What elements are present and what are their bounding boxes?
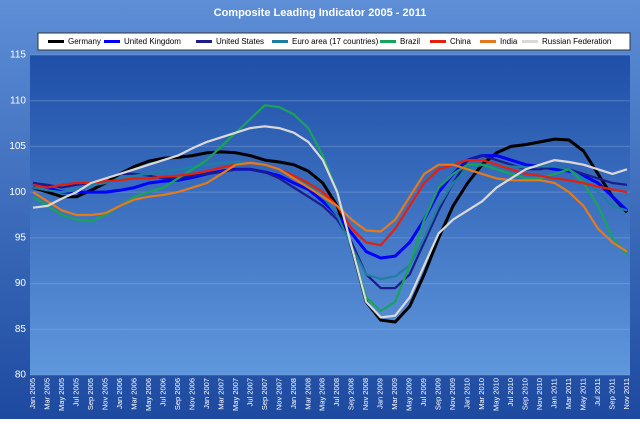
x-tick-label: May 2009: [405, 378, 414, 411]
x-tick-label: Jan 2005: [28, 378, 37, 409]
x-tick-label: Jul 2007: [245, 378, 254, 406]
legend-label: Brazil: [400, 37, 420, 46]
x-tick-label: Sep 2005: [86, 378, 95, 410]
x-tick-label: Mar 2005: [42, 378, 51, 410]
plot-area: [30, 55, 630, 375]
y-tick-label: 85: [15, 324, 27, 335]
x-tick-label: Jul 2010: [506, 378, 515, 406]
legend-label: China: [450, 37, 471, 46]
x-tick-label: Jan 2008: [289, 378, 298, 409]
x-tick-label: May 2010: [492, 378, 501, 411]
x-tick-label: Sep 2008: [347, 378, 356, 410]
y-tick-label: 95: [15, 232, 27, 243]
x-tick-label: May 2006: [144, 378, 153, 411]
x-tick-label: Jul 2009: [419, 378, 428, 406]
x-tick-label: Jan 2006: [115, 378, 124, 409]
x-tick-label: Nov 2011: [622, 378, 631, 410]
legend-label: Germany: [68, 37, 101, 46]
legend-label: India: [500, 37, 518, 46]
x-tick-label: Sep 2009: [434, 378, 443, 410]
x-tick-label: May 2011: [579, 378, 588, 410]
chart-title: Composite Leading Indicator 2005 - 2011: [214, 7, 427, 19]
x-tick-label: Jul 2006: [158, 378, 167, 406]
series-line: [32, 137, 629, 324]
legend-label: Euro area (17 countries): [292, 37, 379, 46]
x-tick-label: Jul 2005: [71, 378, 80, 406]
x-tick-label: Nov 2008: [361, 378, 370, 410]
legend: [37, 32, 631, 51]
legend-label: United Kingdom: [124, 37, 181, 46]
legend-label: United States: [216, 37, 264, 46]
series-line: [32, 154, 629, 260]
x-tick-label: Sep 2010: [521, 378, 530, 410]
series-line: [32, 160, 628, 281]
x-tick-label: Jan 2009: [376, 378, 385, 409]
x-tick-label: Jul 2008: [332, 378, 341, 406]
series-line: [32, 161, 628, 253]
x-tick-label: Sep 2011: [607, 378, 616, 410]
x-tick-label: May 2007: [231, 378, 240, 411]
y-tick-label: 100: [9, 187, 26, 198]
x-tick-label: Nov 2005: [100, 378, 109, 410]
y-tick-label: 115: [10, 50, 26, 61]
legend-label: Russian Federation: [542, 37, 611, 46]
y-tick-label: 105: [9, 141, 26, 152]
x-tick-label: Mar 2008: [303, 378, 312, 410]
x-tick-label: May 2005: [57, 378, 66, 411]
x-tick-label: May 2008: [318, 378, 327, 411]
x-tick-label: Jan 2011: [550, 378, 559, 408]
x-tick-label: Mar 2011: [564, 378, 573, 409]
series-line: [32, 125, 628, 319]
x-tick-label: Nov 2009: [448, 378, 457, 410]
x-tick-label: Nov 2010: [535, 378, 544, 410]
series-line: [32, 159, 628, 247]
x-tick-label: Jan 2007: [202, 378, 211, 409]
x-tick-label: Mar 2009: [390, 378, 399, 410]
x-tick-label: Mar 2006: [129, 378, 138, 410]
x-tick-label: Nov 2007: [274, 378, 283, 410]
x-tick-label: Jul 2011: [593, 378, 602, 406]
y-tick-label: 110: [10, 95, 26, 106]
x-tick-label: Mar 2010: [477, 378, 486, 410]
x-tick-label: Sep 2006: [173, 378, 182, 410]
x-tick-label: Mar 2007: [216, 378, 225, 410]
y-tick-label: 90: [15, 278, 27, 289]
x-tick-label: Nov 2006: [187, 378, 196, 410]
x-tick-label: Sep 2007: [260, 378, 269, 410]
x-tick-label: Jan 2010: [463, 378, 472, 409]
y-tick-label: 80: [15, 370, 27, 381]
